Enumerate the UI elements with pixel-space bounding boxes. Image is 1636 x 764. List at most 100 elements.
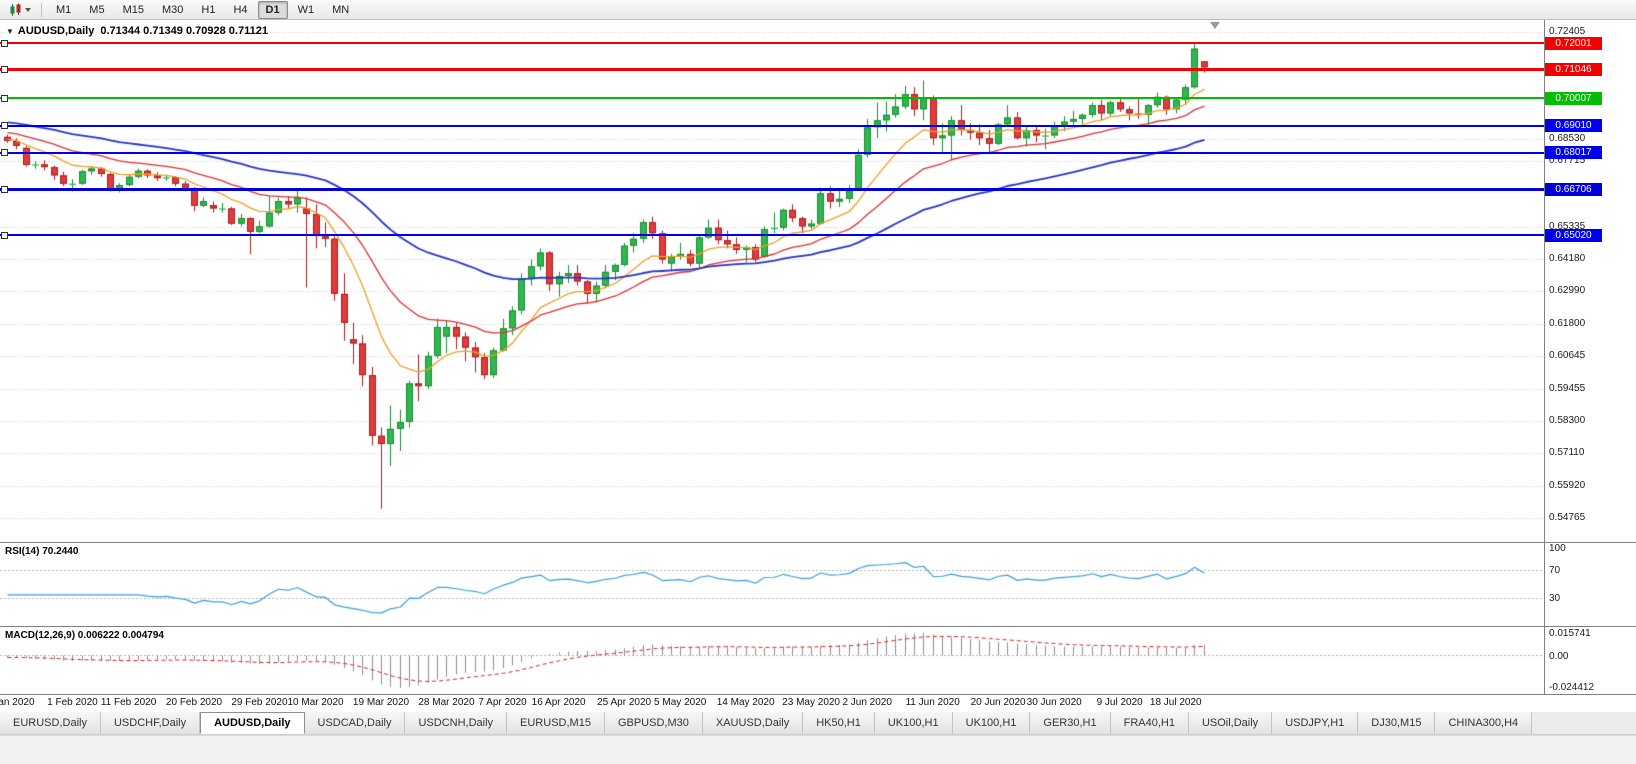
timeframe-button-m15[interactable]: M15	[122, 3, 144, 16]
line-handle[interactable]	[1, 231, 8, 239]
price-axis-label: 0.55920	[1549, 480, 1586, 492]
date-axis-label: 10 Mar 2020	[287, 697, 344, 708]
date-axis-label: 29 Feb 2020	[231, 697, 288, 708]
chart-tab[interactable]: USDCHF,Daily	[100, 712, 201, 734]
horizontal-line-0.70007[interactable]	[0, 97, 1544, 100]
timeframe-button-h1[interactable]: H1	[201, 3, 216, 16]
macd-indicator-canvas[interactable]	[0, 627, 1544, 694]
chart-tab[interactable]: USDJPY,H1	[1272, 712, 1359, 734]
chart-tab[interactable]: DJ30,M15	[1358, 712, 1436, 734]
chart-tab[interactable]: USOil,Daily	[1188, 712, 1273, 734]
date-axis-label: 9 Jul 2020	[1096, 697, 1143, 708]
timeframe-buttons-group: M1 M5 M15 M30 H1 H4 D1 W1 MN	[47, 0, 358, 19]
date-axis-label: 30 Jun 2020	[1026, 697, 1082, 708]
rsi-axis-label: 70	[1549, 564, 1561, 576]
price-axis-label: 0.64180	[1549, 252, 1586, 264]
price-axis-label: 0.57110	[1549, 447, 1585, 459]
chart-tab[interactable]: EURUSD,Daily	[0, 712, 101, 734]
chart-tab[interactable]: AUDUSD,Daily	[200, 712, 305, 734]
chart-tab[interactable]: USDCAD,Daily	[304, 712, 406, 734]
chart-ohlc-values: 0.71344 0.71349 0.70928 0.71121	[100, 25, 268, 37]
line-handle[interactable]	[1, 122, 8, 130]
time-axis[interactable]	[0, 694, 1636, 712]
line-handle[interactable]	[1, 94, 8, 102]
price-axis-label: 0.61800	[1549, 318, 1586, 330]
date-axis-label: 23 May 2020	[782, 697, 841, 708]
horizontal-line-0.72001[interactable]	[0, 42, 1544, 45]
horizontal-line-0.71046[interactable]	[0, 67, 1544, 71]
macd-indicator-label: MACD(12,26,9) 0.006222 0.004794	[5, 630, 164, 641]
date-axis-label: 14 May 2020	[716, 697, 775, 708]
timeframe-button-mn[interactable]: MN	[332, 3, 350, 16]
chart-tab[interactable]: USDCNH,Daily	[405, 712, 508, 734]
horizontal-line-0.65020[interactable]	[0, 234, 1544, 237]
line-handle[interactable]	[1, 39, 8, 47]
price-line-badge: 0.68017	[1545, 146, 1602, 160]
timeframe-button-d1[interactable]: D1	[257, 0, 288, 19]
pane-separator[interactable]	[0, 626, 1636, 627]
price-axis-label: 0.60645	[1549, 350, 1586, 361]
price-axis-label: 0.68530	[1549, 132, 1586, 144]
date-axis-label: 11 Feb 2020	[100, 697, 157, 708]
horizontal-line-0.68017[interactable]	[0, 151, 1544, 154]
chart-tab[interactable]: GER30,H1	[1030, 712, 1111, 734]
chart-tab[interactable]: UK100,H1	[952, 712, 1031, 734]
toolbar-separator	[41, 2, 42, 17]
price-axis[interactable]	[1544, 20, 1636, 694]
chart-tab[interactable]: FRA40,H1	[1110, 712, 1189, 734]
macd-axis-label: 0.015741	[1549, 628, 1591, 639]
pane-separator[interactable]	[0, 542, 1636, 543]
timeframe-button-m5[interactable]: M5	[89, 3, 105, 16]
chart-tab[interactable]: GBPUSD,M30	[604, 712, 703, 734]
price-axis-label: 0.67715	[1549, 155, 1586, 167]
timeframe-toolbar: M1 M5 M15 M30 H1 H4 D1 W1 MN	[0, 0, 1636, 20]
date-axis-label: 5 May 2020	[654, 697, 707, 708]
line-handle[interactable]	[1, 65, 8, 73]
price-axis-label: 0.59455	[1549, 382, 1586, 394]
price-axis-label: 0.54765	[1549, 512, 1586, 523]
status-bar	[0, 735, 1636, 764]
timeframe-button-m30[interactable]: M30	[161, 3, 184, 16]
chart-tab[interactable]: EURUSD,M15	[507, 712, 605, 734]
candlestick-chart-icon	[10, 3, 31, 16]
price-line-badge: 0.66706	[1545, 182, 1602, 196]
date-axis-label: 2 Jun 2020	[842, 697, 892, 708]
rsi-indicator-label: RSI(14) 70.2440	[5, 546, 79, 557]
price-line-badge: 0.69010	[1545, 119, 1602, 133]
price-axis-label: 0.72405	[1549, 26, 1586, 37]
chart-tab[interactable]: HK50,H1	[803, 712, 875, 734]
chart-tab[interactable]: CHINA300,H4	[1435, 712, 1533, 734]
chart-title: ▼ AUDUSD,Daily 0.71344 0.71349 0.70928 0.7…	[6, 25, 268, 37]
chart-tab[interactable]: UK100,H1	[874, 712, 953, 734]
chart-type-dropdown[interactable]	[4, 2, 36, 18]
horizontal-line-0.69010[interactable]	[0, 124, 1544, 127]
date-axis-label: 18 Jul 2020	[1149, 697, 1202, 708]
price-line-badge: 0.71046	[1545, 62, 1602, 76]
chart-symbol-period: AUDUSD,Daily	[17, 25, 95, 37]
chart-dropdown-icon[interactable]: ▼	[6, 27, 14, 36]
price-axis-label: 0.58300	[1549, 414, 1586, 426]
price-line-badge: 0.72001	[1545, 36, 1602, 50]
date-axis-label: 28 Mar 2020	[418, 697, 475, 708]
timeframe-button-m1[interactable]: M1	[56, 3, 72, 16]
date-axis-label: 7 Apr 2020	[478, 697, 527, 708]
date-axis-label: 25 Apr 2020	[597, 697, 652, 708]
price-line-badge: 0.70007	[1545, 91, 1602, 105]
date-axis-label: 11 Jun 2020	[905, 697, 960, 708]
chart-tab[interactable]: XAUUSD,Daily	[702, 712, 804, 734]
horizontal-line-0.66706[interactable]	[0, 187, 1544, 191]
line-handle[interactable]	[1, 149, 8, 157]
macd-axis-label: 0.00	[1549, 650, 1569, 662]
rsi-axis-label: 100	[1549, 543, 1566, 554]
date-axis-label: 20 Jun 2020	[970, 697, 1026, 708]
date-axis-label: 20 Feb 2020	[165, 697, 223, 708]
rsi-indicator-canvas[interactable]	[0, 543, 1544, 626]
timeframe-button-h4[interactable]: H4	[233, 3, 248, 16]
date-axis-label: 23 Jan 2020	[0, 697, 35, 708]
price-chart-canvas[interactable]	[0, 20, 1544, 542]
chart-tab-bar: EURUSD,Daily USDCHF,Daily AUDUSD,Daily USDC…	[0, 712, 1636, 735]
timeframe-button-w1[interactable]: W1	[297, 3, 315, 16]
price-line-badge: 0.65020	[1545, 228, 1602, 242]
rsi-axis-label: 30	[1549, 593, 1561, 605]
line-handle[interactable]	[1, 185, 8, 193]
